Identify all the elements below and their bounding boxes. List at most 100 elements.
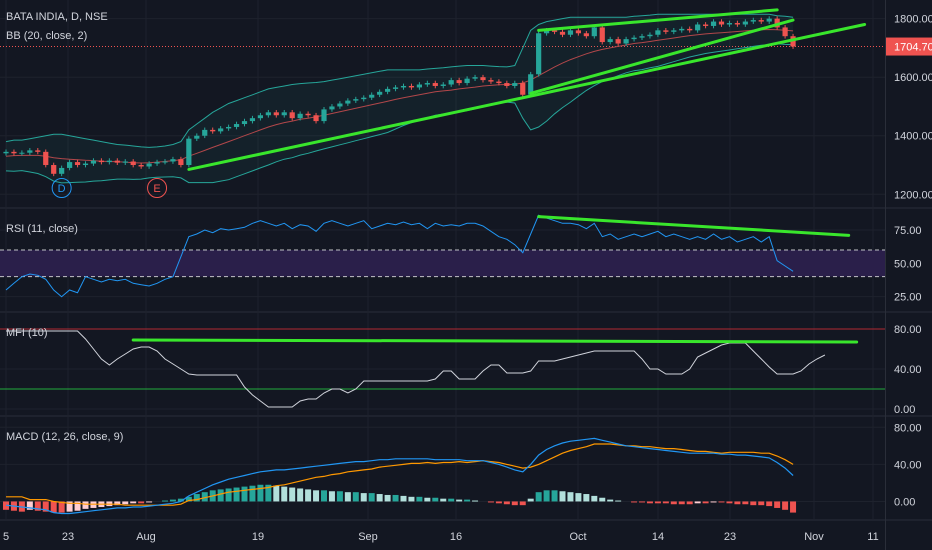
macd-histogram-bar	[782, 501, 789, 510]
candle-body	[567, 30, 574, 35]
candle-body	[496, 81, 502, 84]
macd-histogram-bar	[217, 489, 224, 502]
candle-body	[146, 163, 152, 167]
macd-histogram-bar	[114, 501, 121, 506]
time-axis-label: Sep	[358, 531, 378, 543]
candle-body	[162, 161, 168, 163]
macd-histogram-bar	[273, 485, 280, 502]
candle-body	[520, 83, 526, 95]
macd-histogram-bar	[321, 490, 327, 502]
macd-histogram-bar	[289, 487, 296, 502]
candle-body	[257, 115, 263, 119]
macd-histogram-bar	[654, 501, 661, 504]
macd-histogram-bar	[527, 498, 534, 502]
candle-body	[218, 128, 224, 132]
macd-histogram-bar	[615, 500, 622, 502]
candle-body	[67, 162, 73, 168]
trendline[interactable]	[537, 8, 779, 32]
candle-body	[710, 21, 717, 26]
candle-body	[536, 33, 542, 75]
time-axis-label: 5	[3, 531, 9, 543]
bb-indicator-label[interactable]: BB (20, close, 2)	[6, 30, 87, 42]
macd-histogram-bar	[249, 485, 256, 502]
rsi-indicator-label[interactable]: RSI (11, close)	[6, 223, 78, 235]
macd-indicator-label[interactable]: MACD (12, 26, close, 9)	[6, 431, 123, 443]
candle-body	[432, 83, 438, 86]
macd-histogram-bar	[495, 501, 502, 504]
macd-histogram-bar	[177, 498, 184, 502]
time-axis-label: Nov	[804, 531, 824, 543]
candle-body	[408, 85, 415, 88]
candle-body	[43, 151, 49, 166]
candle-body	[583, 33, 589, 37]
candle-body	[551, 30, 558, 32]
time-axis-label: 23	[724, 531, 736, 543]
event-marker-d[interactable]	[51, 178, 72, 198]
trendline[interactable]	[131, 338, 859, 344]
candle-body	[19, 152, 25, 154]
price-axis-label: 1200.00	[894, 189, 932, 201]
macd-signal-line	[6, 443, 794, 506]
candle-body	[27, 150, 33, 153]
candle-body	[170, 159, 176, 162]
macd-histogram-bar	[313, 490, 320, 502]
macd-histogram-bar	[583, 494, 590, 502]
macd-histogram-bar	[305, 489, 312, 502]
time-axis-label: 14	[652, 531, 664, 543]
candle-body	[202, 129, 208, 136]
candle-body	[400, 85, 407, 88]
macd-histogram-bar	[74, 501, 81, 511]
candle-body	[392, 87, 399, 89]
macd-histogram-bar	[352, 492, 359, 502]
macd-histogram-bar	[34, 501, 41, 511]
candle-body	[305, 113, 311, 116]
candle-body	[98, 160, 104, 163]
macd-histogram-bar	[607, 499, 614, 502]
candle-body	[718, 21, 725, 25]
macd-histogram-bar	[201, 492, 208, 502]
mfi-indicator-label[interactable]: MFI (10)	[6, 327, 48, 339]
candle-body	[249, 118, 256, 122]
last-price-label: 1704.70	[894, 42, 932, 54]
macd-histogram-bar	[487, 501, 494, 503]
candle-body	[226, 126, 232, 129]
price-axis-label: 75.00	[894, 225, 922, 237]
candle-body	[337, 103, 343, 107]
candle-body	[51, 165, 57, 174]
time-axis-label: 23	[62, 531, 74, 543]
last-price-tag[interactable]	[886, 37, 932, 56]
trendline-layer[interactable]	[131, 8, 867, 344]
price-axis-label: 0.00	[894, 496, 915, 508]
price-axis-label: 1800.00	[894, 14, 932, 26]
macd-histogram-bar	[162, 500, 168, 502]
macd-histogram-bar	[400, 495, 407, 502]
candle-body	[766, 18, 772, 22]
macd-histogram-bar	[185, 496, 192, 502]
macd-histogram-bar	[448, 498, 455, 502]
candle-body	[623, 39, 629, 44]
candle-body	[448, 80, 454, 85]
macd-histogram-bar	[718, 501, 725, 503]
event-marker-e[interactable]	[147, 178, 168, 198]
macd-histogram-bar	[686, 501, 693, 505]
candle-body	[369, 94, 375, 98]
trendline[interactable]	[529, 18, 795, 95]
price-axis-label: 80.00	[894, 324, 922, 336]
candle-body	[35, 150, 41, 152]
candle-body	[671, 30, 677, 32]
time-axis-label: 19	[252, 531, 264, 543]
trendline[interactable]	[537, 215, 851, 237]
price-axis-label: 1600.00	[894, 72, 932, 84]
macd-histogram-bar	[82, 501, 89, 509]
trendline[interactable]	[187, 22, 867, 171]
candle-body	[512, 83, 518, 86]
candle-body	[607, 39, 613, 43]
macd-histogram-bar	[456, 499, 463, 502]
candle-body	[281, 112, 287, 116]
candle-body	[734, 23, 740, 25]
axis-layer[interactable]: 5 23 Aug 19 Sep 16 Oct 14 23 Nov 11 1800.00 1600.00 1…	[3, 14, 932, 543]
price-axis-label: 1400.00	[894, 131, 932, 143]
candle-body	[353, 99, 359, 101]
macd-histogram-bar	[535, 492, 542, 502]
